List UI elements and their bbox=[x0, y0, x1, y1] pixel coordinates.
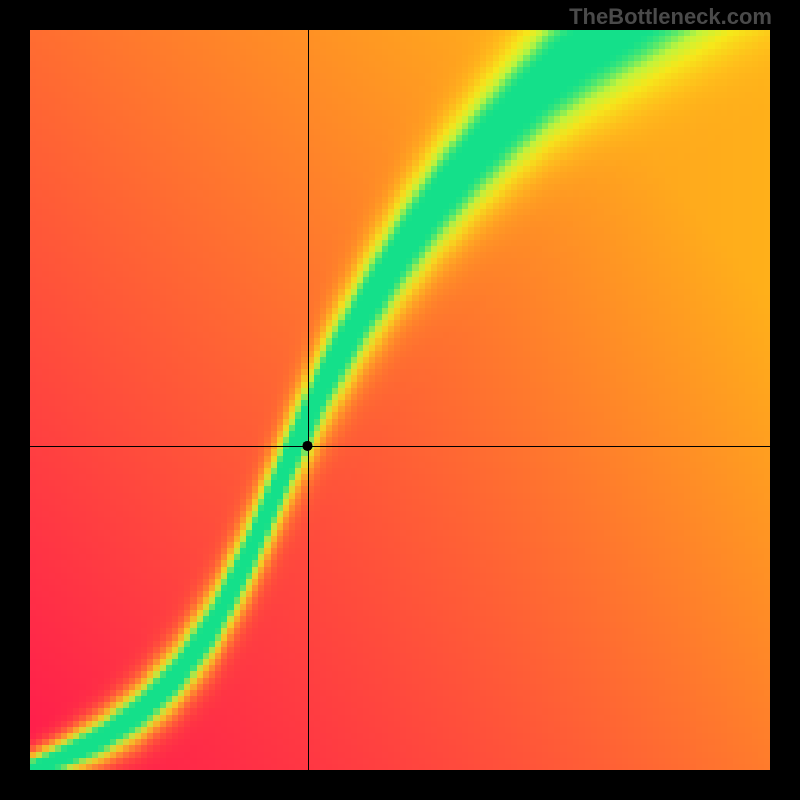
watermark-label: TheBottleneck.com bbox=[569, 4, 772, 30]
bottleneck-heatmap bbox=[30, 30, 770, 770]
chart-container: TheBottleneck.com bbox=[0, 0, 800, 800]
